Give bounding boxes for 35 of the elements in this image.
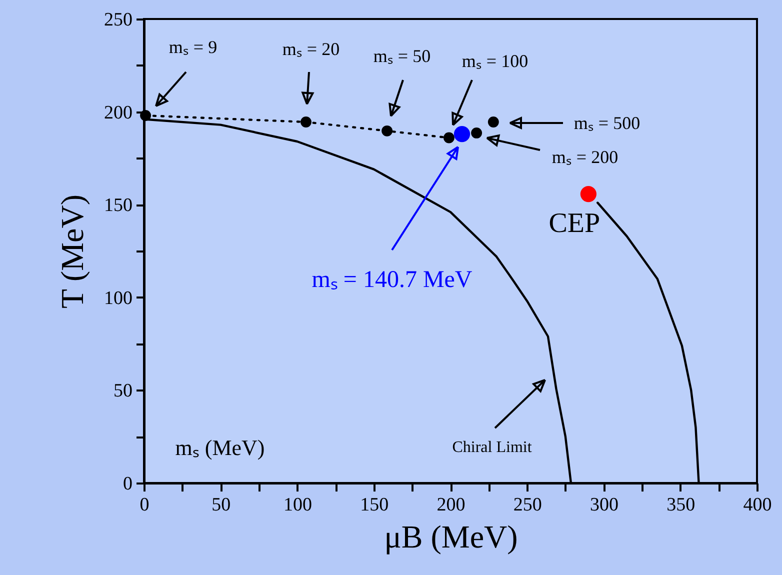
annotation: mₛ = 140.7 MeV: [312, 267, 473, 293]
annotation: mₛ = 50: [373, 46, 431, 66]
point: [382, 125, 393, 136]
point: [580, 186, 596, 202]
x-tick-label: 350: [666, 494, 696, 516]
point: [300, 116, 312, 128]
point: [140, 110, 152, 121]
y-axis-title: T (MeV): [54, 194, 90, 309]
point: [454, 126, 470, 142]
annotation: mₛ = 200: [552, 147, 618, 167]
annotation: mₛ = 500: [574, 113, 640, 133]
point: [488, 116, 499, 128]
annotation: mₛ = 100: [462, 51, 528, 71]
y-tick-label: 200: [104, 102, 132, 124]
y-tick-label: 250: [104, 10, 132, 30]
point: [443, 132, 454, 144]
y-tick-label: 100: [104, 288, 132, 309]
x-tick-label: 0: [140, 494, 150, 516]
y-tick-label: 150: [104, 195, 132, 216]
y-tick-label: 0: [123, 474, 132, 494]
x-tick-label: 300: [590, 494, 618, 516]
x-tick-label: 50: [212, 494, 231, 516]
annotation: Chiral Limit: [452, 439, 532, 456]
x-tick-label: 200: [436, 494, 466, 516]
point: [471, 127, 482, 138]
y-tick-label: 50: [114, 380, 132, 402]
annotation: mₛ = 9: [168, 37, 218, 57]
annotation: mₛ (MeV): [175, 435, 265, 460]
x-tick-label: 150: [360, 494, 389, 516]
annotation: mₛ = 20: [282, 39, 340, 59]
x-tick-label: 250: [513, 494, 542, 516]
annotation: CEP: [548, 208, 600, 240]
x-tick-label: 400: [743, 494, 772, 516]
x-axis-title: μB (MeV): [384, 518, 518, 554]
x-tick-label: 100: [284, 494, 312, 516]
